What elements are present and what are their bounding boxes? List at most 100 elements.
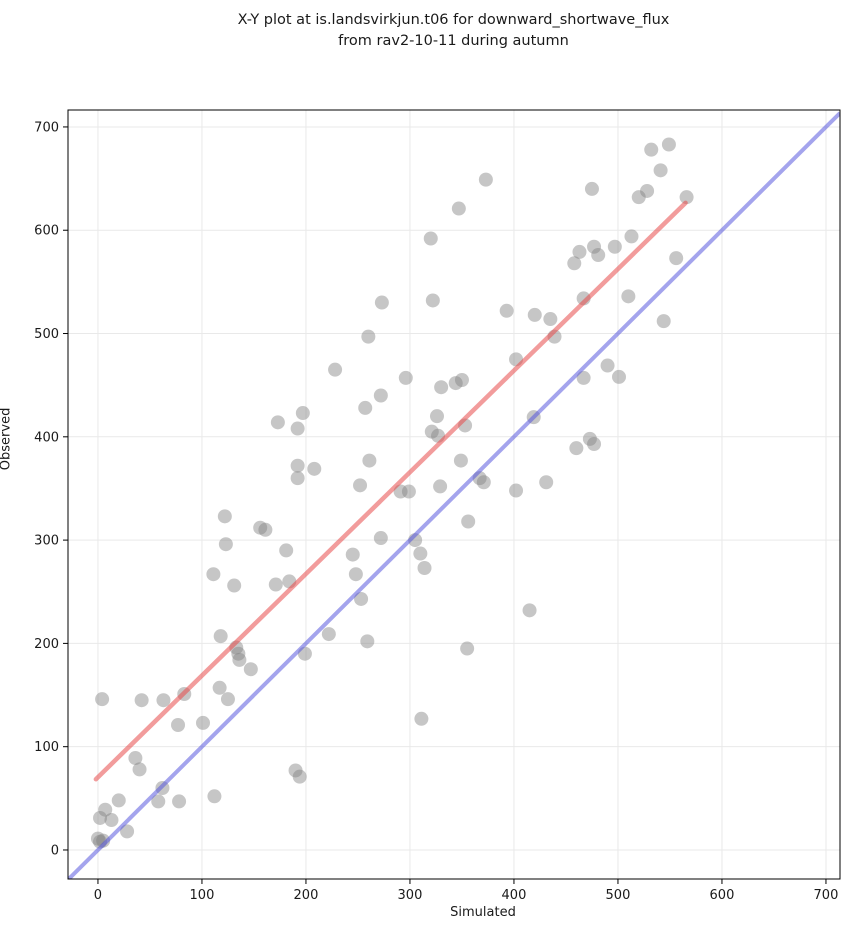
scatter-point [543, 312, 558, 327]
scatter-point [476, 475, 491, 490]
scatter-point [348, 567, 363, 582]
y-tick-label: 300 [34, 534, 59, 549]
scatter-point [448, 376, 463, 391]
scatter-point [268, 577, 283, 592]
scatter-point [172, 794, 187, 809]
y-tick-label: 600 [34, 224, 59, 239]
scatter-point [292, 769, 307, 784]
scatter-point [413, 546, 428, 561]
scatter-point [607, 239, 622, 254]
scatter-point [96, 833, 111, 848]
y-tick-label: 400 [34, 430, 59, 445]
x-tick-label: 300 [398, 888, 423, 903]
scatter-point [90, 831, 105, 846]
one-to-one-line [68, 111, 840, 879]
x-tick-label: 600 [710, 888, 735, 903]
scatter-point [227, 578, 242, 593]
scatter-point [212, 680, 227, 695]
scatter-point [220, 692, 235, 707]
scatter-point [414, 711, 429, 726]
scatter-point [569, 441, 584, 456]
scatter-point [453, 453, 468, 468]
x-axis-label: Simulated [450, 905, 516, 920]
scatter-point [111, 793, 126, 808]
scatter-point [321, 627, 336, 642]
scatter-point [509, 483, 524, 498]
scatter-point [600, 358, 615, 373]
scatter-point [661, 137, 676, 152]
scatter-point [353, 478, 368, 493]
scatter-point [567, 256, 582, 271]
scatter-point [258, 522, 273, 537]
y-tick-label: 0 [51, 843, 59, 858]
scatter-point [361, 329, 376, 344]
scatter-point [290, 421, 305, 436]
y-tick-label: 500 [34, 327, 59, 342]
scatter-point [522, 603, 537, 618]
scatter-point [584, 181, 599, 196]
best-fit-line [93, 200, 688, 782]
scatter-point [328, 362, 343, 377]
scatter-point [587, 239, 602, 254]
scatter-point [424, 424, 439, 439]
scatter-point [345, 547, 360, 562]
scatter-point [373, 531, 388, 546]
scatter-point [393, 484, 408, 499]
scatter-point [454, 373, 469, 388]
scatter-point [243, 662, 258, 677]
scatter-point [290, 471, 305, 486]
scatter-point [591, 248, 606, 263]
plot-title-line2: from rav2-10-11 during autumn [338, 33, 569, 49]
scatter-point [360, 634, 375, 649]
scatter-point [213, 629, 228, 644]
scatter-point [423, 231, 438, 246]
x-tick-label: 200 [294, 888, 319, 903]
scatter-point [128, 751, 143, 766]
scatter-point [425, 293, 440, 308]
scatter-point [669, 251, 684, 266]
scatter-point [374, 295, 389, 310]
scatter-point [679, 190, 694, 205]
scatter-point [232, 652, 247, 667]
y-axis-label: Observed [0, 407, 14, 471]
y-tick-label: 200 [34, 637, 59, 652]
scatter-point [98, 802, 113, 817]
scatter-point [587, 437, 602, 452]
x-tick-label: 100 [190, 888, 215, 903]
scatter-point [460, 641, 475, 656]
x-tick-label: 0 [94, 888, 102, 903]
scatter-point [195, 715, 210, 730]
scatter-point [640, 183, 655, 198]
scatter-point [417, 560, 432, 575]
scatter-point [279, 543, 294, 558]
scatter-point [539, 475, 554, 490]
scatter-point [354, 591, 369, 606]
plot-title: X-Y plot at is.landsvirkjun.t06 for down… [0, 10, 851, 52]
axes-spines [67, 109, 841, 880]
scatter-point [656, 314, 671, 329]
y-tick-label: 100 [34, 740, 59, 755]
scatter-point [104, 813, 119, 828]
scatter-point [621, 289, 636, 304]
plot-title-line1: X-Y plot at is.landsvirkjun.t06 for down… [237, 12, 670, 28]
scatter-point [253, 520, 268, 535]
scatter-point [527, 307, 542, 322]
scatter-point [624, 229, 639, 244]
scatter-point [478, 172, 493, 187]
scatter-point [307, 461, 322, 476]
scatter-point [572, 244, 587, 259]
scatter-point [206, 567, 221, 582]
scatter-point [373, 388, 388, 403]
scatter-point [576, 370, 591, 385]
scatter-point [398, 370, 413, 385]
x-tick-label: 500 [606, 888, 631, 903]
scatter-point [611, 369, 626, 384]
scatter-point [207, 789, 222, 804]
scatter-point [295, 406, 310, 421]
scatter-point [95, 692, 110, 707]
scatter-point [231, 646, 246, 661]
x-tick-label: 400 [502, 888, 527, 903]
scatter-point [218, 537, 233, 552]
